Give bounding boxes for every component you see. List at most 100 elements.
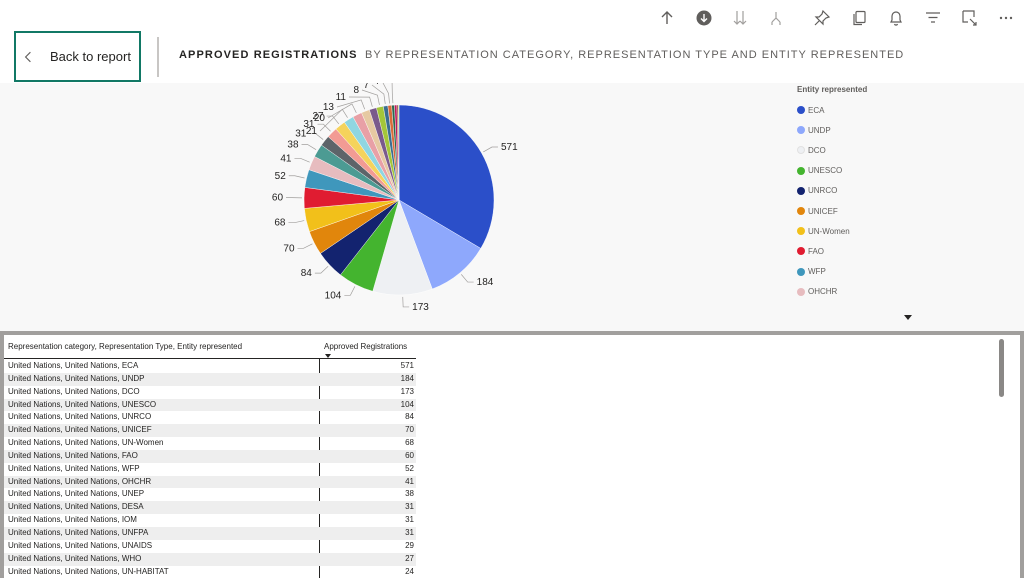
table-row[interactable]: United Nations, United Nations, UNESCO 10… — [4, 398, 416, 412]
approved-count-cell: 84 — [405, 412, 414, 422]
chart-legend: Entity represented ECA UNDP DCO UNESCO UNRCO… — [797, 85, 867, 302]
legend-item[interactable]: DCO — [797, 140, 867, 160]
entity-cell: United Nations, United Nations, DCO — [8, 386, 140, 396]
entity-cell: United Nations, United Nations, UN-Women — [8, 438, 164, 448]
legend-dot-icon — [797, 227, 805, 236]
approved-count-cell: 70 — [405, 425, 414, 435]
table-row[interactable]: United Nations, United Nations, WHO 27 — [4, 552, 416, 566]
table-row[interactable]: United Nations, United Nations, DCO 173 — [4, 386, 416, 399]
legend-label: UN-Women — [808, 226, 850, 236]
table-row[interactable]: United Nations, United Nations, UNAIDS 29 — [4, 540, 416, 553]
data-label: 104 — [325, 290, 342, 301]
header-divider — [157, 37, 159, 77]
back-to-report-button[interactable]: Back to report — [14, 31, 141, 82]
data-label: 60 — [272, 193, 284, 204]
entity-cell: United Nations, United Nations, WHO — [8, 553, 142, 563]
pie-slice[interactable] — [398, 104, 400, 201]
column-header-entity[interactable]: Representation category, Representation … — [8, 342, 243, 351]
table-row[interactable]: United Nations, United Nations, UNICEF 70 — [4, 424, 416, 438]
column-header-approved[interactable]: Approved Registrations — [324, 342, 408, 351]
chart-area: 571 184 173 104 84 70 68 60 52 41 38 31 31 27 21 20 13 11… — [0, 83, 1024, 331]
leader-line — [391, 83, 394, 104]
legend-dot-icon — [797, 207, 805, 216]
table-row[interactable]: United Nations, United Nations, IOM 31 — [4, 514, 416, 527]
bell-icon[interactable] — [886, 8, 906, 28]
entity-cell: United Nations, United Nations, UNESCO — [8, 399, 157, 409]
legend-item[interactable]: FAO — [797, 241, 867, 261]
legend-item[interactable]: UNESCO — [797, 161, 867, 181]
approved-count-cell: 173 — [400, 386, 414, 396]
data-label: 184 — [477, 277, 494, 288]
pin-icon[interactable] — [812, 8, 832, 28]
leader-line — [309, 132, 324, 140]
table-row[interactable]: United Nations, United Nations, UNFPA 31 — [4, 526, 416, 540]
legend-scroll-down-icon[interactable] — [904, 315, 912, 320]
copy-icon[interactable] — [849, 8, 869, 28]
table-scrollbar[interactable] — [999, 339, 1004, 397]
leader-line — [348, 96, 373, 107]
legend-dot-icon — [797, 146, 805, 155]
drill-down-icon[interactable] — [694, 8, 714, 28]
table-row[interactable]: United Nations, United Nations, FAO 60 — [4, 449, 416, 463]
table-row[interactable]: United Nations, United Nations, UNRCO 84 — [4, 411, 416, 424]
visual-title: APPROVED REGISTRATIONS — [179, 49, 358, 61]
legend-item[interactable]: UNRCO — [797, 181, 867, 201]
data-label: 84 — [301, 268, 313, 279]
approved-count-cell: 104 — [400, 399, 414, 409]
expand-all-icon[interactable] — [730, 8, 750, 28]
data-label: 21 — [306, 126, 318, 137]
data-label: 68 — [274, 218, 286, 229]
leader-line — [371, 84, 386, 105]
legend-label: DCO — [808, 145, 826, 155]
focus-mode-icon[interactable] — [959, 8, 979, 28]
more-options-icon[interactable] — [996, 8, 1016, 28]
legend-item[interactable]: ECA — [797, 100, 867, 120]
data-label: 173 — [412, 302, 429, 313]
data-label: 11 — [336, 92, 347, 103]
legend-label: ECA — [808, 105, 825, 115]
data-label: 31 — [295, 128, 307, 139]
legend-item[interactable]: OHCHR — [797, 282, 867, 302]
approved-count-cell: 31 — [405, 515, 414, 525]
legend-dot-icon — [797, 126, 805, 135]
legend-item[interactable]: WFP — [797, 262, 867, 282]
legend-dot-icon — [797, 166, 805, 175]
table-row[interactable]: United Nations, United Nations, UN-Women… — [4, 437, 416, 450]
pie-chart: 5711841731048470686052413831312721201311… — [272, 83, 518, 313]
arrow-up-icon[interactable] — [657, 8, 677, 28]
hierarchy-icon[interactable] — [766, 8, 786, 28]
leader-line — [326, 115, 340, 125]
leader-line — [361, 89, 380, 106]
table-row[interactable]: United Nations, United Nations, OHCHR 41 — [4, 475, 416, 489]
column-separator — [319, 359, 320, 578]
legend-label: OHCHR — [808, 287, 838, 297]
data-label: 52 — [275, 171, 287, 182]
table-row[interactable]: United Nations, United Nations, UN-HABIT… — [4, 566, 416, 578]
pie-slice[interactable] — [398, 104, 495, 249]
filter-icon[interactable] — [923, 8, 943, 28]
legend-label: UNICEF — [808, 206, 838, 216]
legend-dot-icon — [797, 186, 805, 195]
legend-item[interactable]: UNICEF — [797, 201, 867, 221]
legend-dot-icon — [797, 287, 805, 296]
entity-cell: United Nations, United Nations, OHCHR — [8, 476, 152, 486]
leader-line — [483, 146, 498, 153]
leader-line — [314, 266, 329, 274]
data-label: 20 — [314, 113, 326, 124]
legend-item[interactable]: UNDP — [797, 120, 867, 140]
entity-cell: United Nations, United Nations, IOM — [8, 515, 137, 525]
entity-cell: United Nations, United Nations, WFP — [8, 463, 140, 473]
table-row[interactable]: United Nations, United Nations, UNEP 38 — [4, 488, 416, 501]
sort-descending-icon[interactable] — [325, 354, 331, 358]
chevron-left-icon — [24, 51, 38, 63]
table-row[interactable]: United Nations, United Nations, UNDP 184 — [4, 372, 416, 386]
leader-line — [288, 220, 305, 224]
table-row[interactable]: United Nations, United Nations, WFP 52 — [4, 463, 416, 476]
approved-count-cell: 41 — [405, 476, 414, 486]
approved-count-cell: 184 — [400, 373, 414, 383]
legend-item[interactable]: UN-Women — [797, 221, 867, 241]
legend-dot-icon — [797, 247, 805, 256]
table-row[interactable]: United Nations, United Nations, DESA 31 — [4, 501, 416, 515]
table-row[interactable]: United Nations, United Nations, ECA 571 — [4, 360, 416, 373]
